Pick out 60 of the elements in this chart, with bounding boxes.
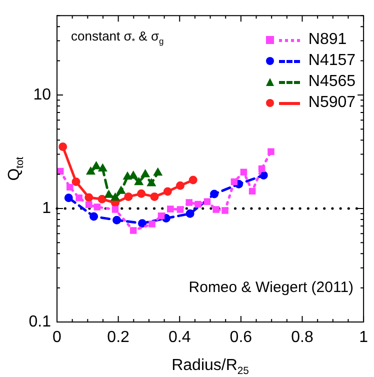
point bbox=[186, 199, 192, 206]
point bbox=[230, 178, 238, 186]
legend-label: N4565 bbox=[308, 73, 356, 92]
point bbox=[72, 177, 80, 186]
legend-label: N5907 bbox=[308, 94, 356, 112]
point bbox=[112, 206, 119, 213]
point bbox=[204, 198, 211, 205]
point bbox=[137, 189, 146, 198]
point bbox=[94, 204, 101, 210]
point bbox=[148, 179, 156, 186]
point bbox=[258, 165, 266, 172]
point bbox=[138, 219, 146, 228]
point bbox=[98, 194, 106, 204]
y-tick-label: 1 bbox=[42, 200, 52, 217]
point bbox=[57, 168, 64, 175]
point bbox=[188, 176, 198, 184]
point bbox=[112, 216, 122, 224]
point bbox=[76, 194, 82, 202]
point bbox=[130, 227, 137, 234]
y-axis-title: Qtot bbox=[6, 156, 26, 181]
point bbox=[167, 206, 174, 212]
point bbox=[176, 181, 184, 190]
point bbox=[268, 148, 274, 155]
point bbox=[98, 164, 107, 172]
point bbox=[158, 212, 165, 220]
point bbox=[210, 190, 219, 198]
point bbox=[248, 188, 256, 195]
point bbox=[212, 206, 220, 213]
point bbox=[104, 190, 113, 198]
point bbox=[66, 184, 74, 191]
point bbox=[176, 206, 184, 213]
point bbox=[90, 212, 98, 221]
y-tick-label: 0.1 bbox=[28, 313, 52, 330]
x-tick-label: 0.4 bbox=[168, 329, 191, 346]
x-tick-label: 0.6 bbox=[230, 329, 252, 346]
x-tick-label: 0 bbox=[52, 329, 62, 346]
legend-label: N4157 bbox=[308, 52, 356, 70]
point bbox=[64, 194, 73, 202]
point bbox=[259, 171, 268, 180]
point bbox=[148, 220, 156, 228]
point bbox=[222, 207, 228, 214]
x-tick-label: 0.8 bbox=[291, 329, 314, 346]
point bbox=[186, 209, 194, 218]
point bbox=[141, 170, 150, 178]
y-tick-label: 10 bbox=[33, 86, 52, 104]
point bbox=[150, 192, 159, 201]
point bbox=[86, 201, 92, 208]
point bbox=[117, 186, 125, 194]
point bbox=[58, 142, 68, 151]
x-tick-label: 0.2 bbox=[107, 329, 130, 346]
point bbox=[129, 172, 138, 179]
legend-label: N891 bbox=[308, 31, 347, 50]
point bbox=[124, 192, 133, 201]
point bbox=[240, 168, 248, 176]
point bbox=[92, 162, 100, 170]
point bbox=[194, 200, 202, 208]
point bbox=[163, 187, 172, 196]
annotation: Romeo & Wiegert (2011) bbox=[188, 279, 354, 296]
point bbox=[84, 193, 94, 202]
x-tick-label: 1 bbox=[359, 329, 368, 346]
